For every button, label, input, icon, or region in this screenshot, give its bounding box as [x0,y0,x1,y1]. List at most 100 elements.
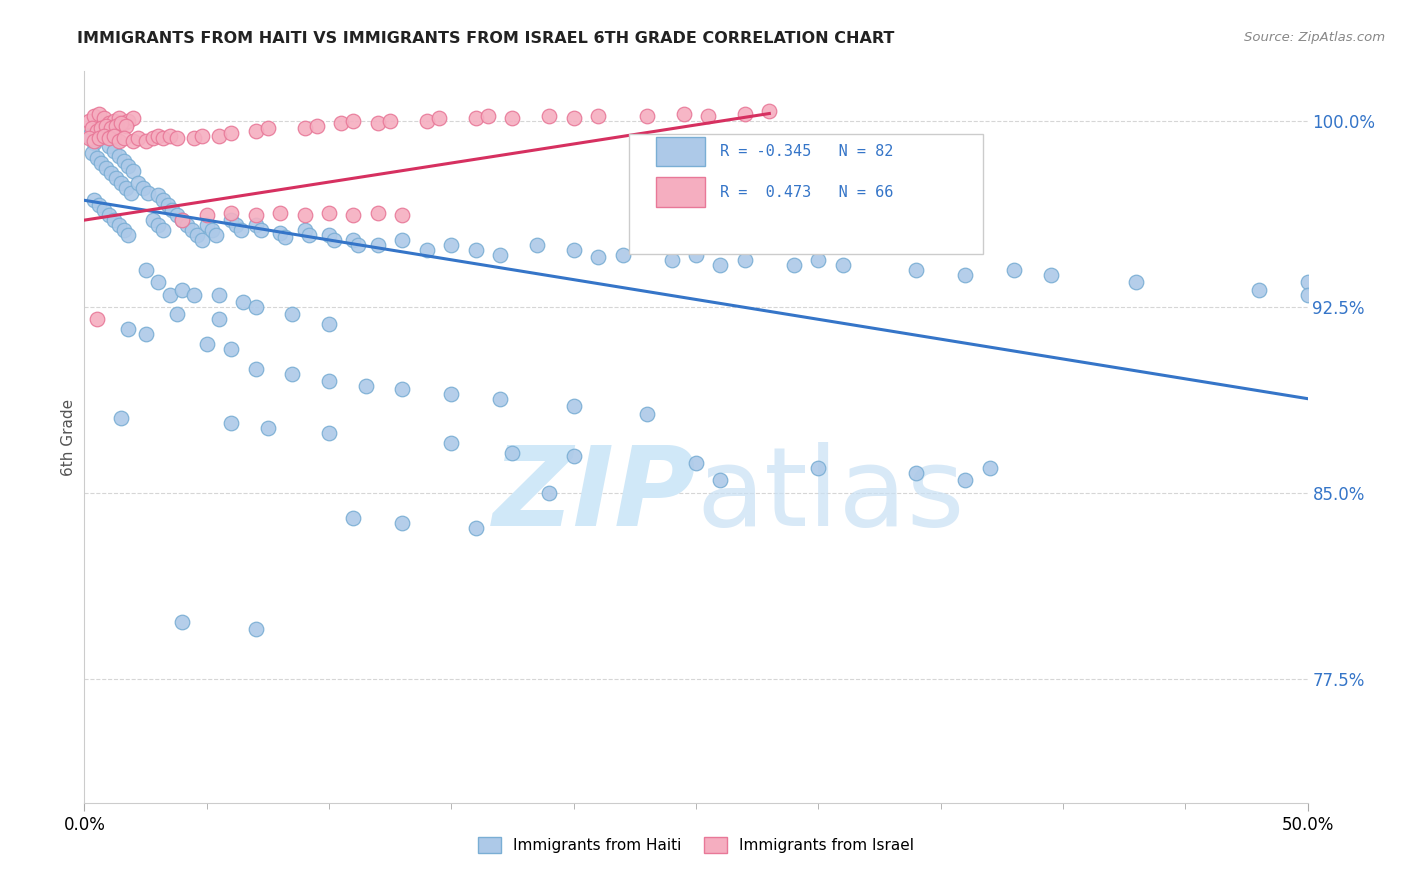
Point [318,205,340,219]
Text: R = -0.345   N = 82: R = -0.345 N = 82 [720,145,894,160]
Point [93,126,115,140]
Point [672,106,695,120]
Point [146,275,169,289]
Point [122,112,145,126]
Point [195,208,218,222]
Point [80,146,103,161]
Point [93,203,115,218]
Point [477,109,499,123]
Point [200,223,222,237]
Point [86,312,108,326]
Point [181,223,204,237]
Point [191,128,214,143]
Legend: Immigrants from Haiti, Immigrants from Israel: Immigrants from Haiti, Immigrants from I… [470,830,922,861]
Point [502,112,524,126]
Point [294,121,316,136]
Point [322,233,344,247]
Point [953,268,976,282]
Point [342,114,364,128]
Point [225,218,247,232]
Point [367,205,389,219]
Point [103,114,125,128]
Point [132,181,155,195]
Point [440,238,463,252]
Point [195,337,218,351]
Point [156,198,179,212]
Point [636,109,658,123]
Point [562,399,585,413]
Point [416,243,439,257]
Point [367,238,389,252]
Point [103,213,125,227]
Point [83,109,105,123]
Point [135,327,157,342]
Point [281,307,304,321]
Point [112,131,135,145]
Point [87,131,110,145]
Text: IMMIGRANTS FROM HAITI VS IMMIGRANTS FROM ISRAEL 6TH GRADE CORRELATION CHART: IMMIGRANTS FROM HAITI VS IMMIGRANTS FROM… [77,31,894,46]
Point [245,362,267,376]
Point [97,116,120,130]
Point [146,218,169,232]
Point [107,218,129,232]
Point [117,114,139,128]
Point [586,109,609,123]
Point [232,295,254,310]
Point [219,417,242,431]
Point [172,615,194,629]
Point [183,287,205,301]
Point [489,392,512,406]
Point [107,112,129,126]
Point [416,114,439,128]
Point [245,622,267,636]
Point [77,128,100,143]
Point [709,258,731,272]
Point [281,367,304,381]
Point [87,198,110,212]
Point [115,119,138,133]
Point [685,248,707,262]
Point [112,223,135,237]
Point [229,223,252,237]
Point [110,176,132,190]
Point [685,456,707,470]
Point [90,156,112,170]
Point [122,134,145,148]
Point [245,300,267,314]
Point [1296,275,1319,289]
Point [1247,283,1270,297]
Point [305,119,328,133]
Point [1039,268,1062,282]
Text: R =  0.473   N = 66: R = 0.473 N = 66 [720,185,894,200]
Point [136,186,159,200]
Point [391,233,413,247]
Point [97,138,120,153]
Point [86,151,108,165]
Point [257,121,280,136]
Point [219,342,242,356]
Point [734,106,756,120]
Point [219,126,242,140]
Point [172,283,194,297]
Point [90,121,112,136]
Point [97,131,120,145]
Point [87,131,110,145]
Point [249,223,271,237]
Point [953,474,976,488]
Point [107,149,129,163]
Point [146,128,169,143]
Point [77,114,100,128]
Point [208,287,231,301]
Point [1296,287,1319,301]
Point [93,112,115,126]
Point [107,134,129,148]
Point [183,131,205,145]
Point [464,243,486,257]
Point [97,208,120,222]
Point [112,153,135,168]
Point [342,233,364,247]
Point [245,218,267,232]
Point [342,208,364,222]
Point [191,233,214,247]
Point [166,131,188,145]
